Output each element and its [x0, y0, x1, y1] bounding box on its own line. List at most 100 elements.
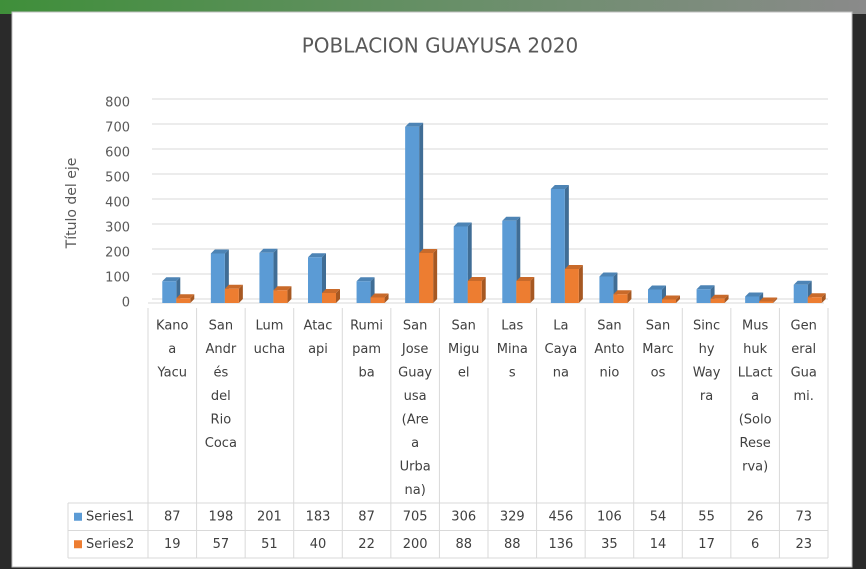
- bar: [516, 281, 530, 303]
- bar: [176, 298, 190, 303]
- x-tick-label: s: [509, 366, 516, 381]
- bar: [468, 281, 482, 303]
- x-tick-label: San: [451, 319, 475, 334]
- chart-title: POBLACION GUAYUSA 2020: [302, 34, 579, 58]
- table-value: 22: [358, 537, 375, 552]
- y-tick-label: 100: [105, 271, 130, 286]
- bar: [565, 269, 579, 303]
- x-tick-label: nio: [600, 366, 620, 381]
- x-tick-label: huk: [743, 342, 767, 357]
- x-tick-label: Rio: [211, 413, 232, 428]
- table-value: 35: [601, 537, 618, 552]
- x-tick-label: San: [209, 319, 233, 334]
- x-tick-label: Gua: [791, 366, 817, 381]
- x-tick-label: a: [168, 342, 176, 357]
- x-tick-label: Las: [501, 319, 523, 334]
- x-tick-label: Coca: [205, 436, 237, 451]
- bar: [551, 189, 565, 303]
- bar: [808, 297, 822, 303]
- table-value: 456: [548, 509, 573, 524]
- bar-side: [433, 249, 437, 303]
- x-tick-label: Mina: [497, 342, 528, 357]
- x-tick-label: San: [646, 319, 670, 334]
- bar: [648, 290, 662, 304]
- x-tick-label: Kano: [156, 319, 189, 334]
- page: POBLACION GUAYUSA 2020 Título del eje 0 1…: [0, 0, 866, 569]
- legend-label: Series1: [86, 509, 134, 524]
- legend-key: [74, 513, 82, 521]
- bar: [371, 298, 385, 304]
- x-tick-label: hy: [699, 342, 715, 357]
- table-value: 136: [548, 537, 573, 552]
- x-tick-label: mi.: [794, 389, 814, 404]
- table-value: 201: [257, 509, 282, 524]
- bar-side: [530, 277, 534, 303]
- table-value: 73: [795, 509, 812, 524]
- y-tick-label: 800: [105, 96, 130, 111]
- bar: [273, 290, 287, 303]
- bar: [419, 253, 433, 303]
- table-value: 40: [310, 537, 327, 552]
- table-value: 106: [597, 509, 622, 524]
- x-tick-label: Andr: [205, 342, 236, 357]
- x-tick-label: Marc: [642, 342, 673, 357]
- table-value: 55: [698, 509, 715, 524]
- x-tick-label: Guay: [398, 366, 432, 381]
- legend-key: [74, 540, 82, 548]
- table-value: 87: [164, 509, 181, 524]
- legend-label: Series2: [86, 537, 134, 552]
- x-tick-label: LLact: [738, 366, 773, 381]
- y-tick-label: 200: [105, 246, 130, 261]
- x-tick-label: usa: [404, 389, 427, 404]
- bar-side: [482, 277, 486, 303]
- y-tick-label: 500: [105, 171, 130, 186]
- table-value: 329: [500, 509, 525, 524]
- x-tick-label: és: [213, 366, 228, 381]
- table-value: 26: [747, 509, 764, 524]
- bar: [259, 253, 273, 303]
- bar: [405, 127, 419, 303]
- table-value: 87: [358, 509, 375, 524]
- x-tick-label: Mus: [742, 319, 768, 334]
- y-tick-label: 0: [122, 296, 130, 311]
- table-value: 705: [403, 509, 428, 524]
- x-tick-label: San: [597, 319, 621, 334]
- y-tick-label: 400: [105, 196, 130, 211]
- bar: [759, 302, 773, 304]
- x-tick-label: a: [411, 436, 419, 451]
- y-tick-label: 700: [105, 121, 130, 136]
- x-tick-label: Anto: [594, 342, 624, 357]
- y-tick-label: 600: [105, 146, 130, 161]
- bar: [502, 221, 516, 303]
- bar: [711, 299, 725, 303]
- table-value: 198: [208, 509, 233, 524]
- x-tick-label: (Solo: [739, 413, 772, 428]
- x-tick-label: Urba: [400, 460, 431, 475]
- x-tick-label: Gen: [791, 319, 817, 334]
- y-axis-title: Título del eje: [64, 158, 80, 250]
- x-tick-label: Sinc: [693, 319, 720, 334]
- bar: [162, 281, 176, 303]
- bar: [454, 227, 468, 304]
- x-tick-label: ra: [700, 389, 713, 404]
- bar: [322, 293, 336, 303]
- x-tick-label: Rese: [740, 436, 771, 451]
- table-value: 23: [795, 537, 812, 552]
- x-tick-label: Lum: [255, 319, 283, 334]
- bar: [613, 294, 627, 303]
- table-value: 183: [306, 509, 331, 524]
- x-tick-label: el: [458, 366, 470, 381]
- x-tick-label: os: [651, 366, 666, 381]
- y-tick-label: 300: [105, 221, 130, 236]
- bar: [662, 300, 676, 304]
- x-tick-label: San: [403, 319, 427, 334]
- table-value: 200: [403, 537, 428, 552]
- x-tick-label: Caya: [545, 342, 578, 357]
- table-value: 54: [650, 509, 667, 524]
- x-tick-label: del: [211, 389, 231, 404]
- x-tick-label: pam: [352, 342, 381, 357]
- x-tick-label: (Are: [402, 413, 429, 428]
- x-tick-label: ucha: [254, 342, 286, 357]
- x-tick-label: na): [405, 483, 426, 498]
- x-tick-label: Yacu: [157, 366, 188, 381]
